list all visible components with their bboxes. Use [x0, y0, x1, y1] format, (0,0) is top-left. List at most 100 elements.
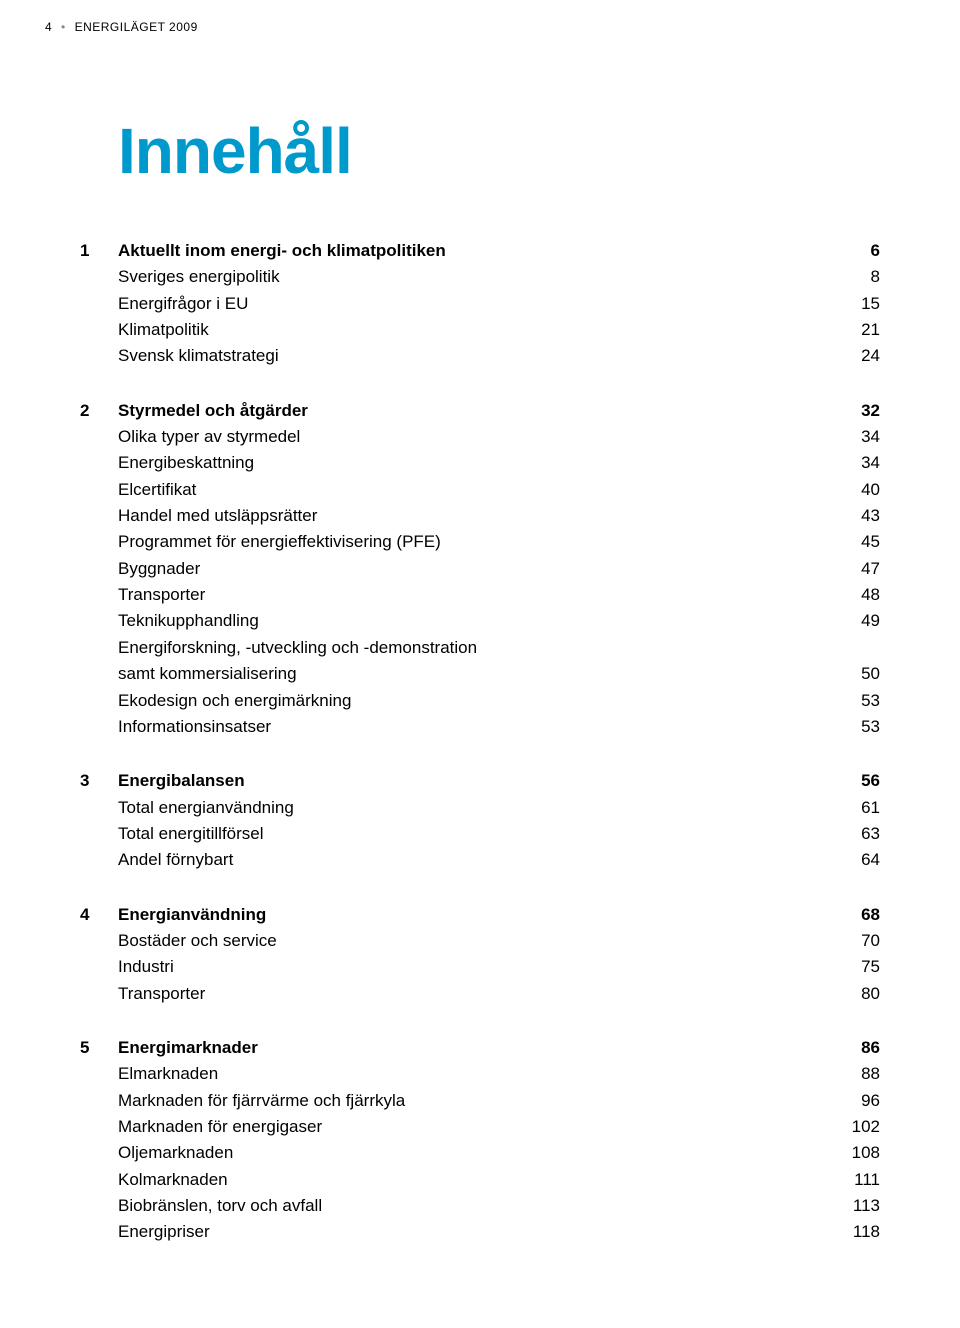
toc-item-row: Marknaden för fjärrvärme och fjärrkyla96 [118, 1088, 880, 1114]
chapter-number: 5 [80, 1035, 89, 1061]
toc-chapter-row: 1Aktuellt inom energi- och klimatpolitik… [118, 238, 880, 264]
chapter-title: Styrmedel och åtgärder [118, 398, 830, 424]
toc-item-label: Kolmarknaden [118, 1167, 830, 1193]
chapter-number: 4 [80, 902, 89, 928]
header-title: ENERGILÄGET 2009 [75, 20, 198, 34]
toc-item-label: Elcertifikat [118, 477, 830, 503]
toc-section: 2Styrmedel och åtgärder32Olika typer av … [118, 398, 880, 740]
toc-item-label: Bostäder och service [118, 928, 830, 954]
chapter-number: 1 [80, 238, 89, 264]
toc-item-row-cont: samt kommersialisering50 [118, 661, 880, 687]
toc-chapter-row: 2Styrmedel och åtgärder32 [118, 398, 880, 424]
toc-item-row: Energiforskning, -utveckling och -demons… [118, 635, 880, 661]
header-bullet: • [61, 20, 66, 34]
toc-item-row: Kolmarknaden111 [118, 1167, 880, 1193]
toc-item-page: 53 [830, 714, 880, 740]
toc-item-row: Industri75 [118, 954, 880, 980]
toc-item-page: 108 [830, 1140, 880, 1166]
toc-item-page: 47 [830, 556, 880, 582]
toc-item-page: 118 [830, 1219, 880, 1245]
toc-item-label: Klimatpolitik [118, 317, 830, 343]
chapter-title: Energibalansen [118, 768, 830, 794]
toc-chapter-row: 4Energianvändning68 [118, 902, 880, 928]
toc-item-label: Marknaden för fjärrvärme och fjärrkyla [118, 1088, 830, 1114]
toc-item-row: Energibeskattning34 [118, 450, 880, 476]
toc-item-row: Energifrågor i EU15 [118, 291, 880, 317]
toc-item-label: Marknaden för energigaser [118, 1114, 830, 1140]
toc-item-page: 48 [830, 582, 880, 608]
toc-item-label: Olika typer av styrmedel [118, 424, 830, 450]
toc-item-page: 80 [830, 981, 880, 1007]
chapter-title: Energianvändning [118, 902, 830, 928]
toc-section: 4Energianvändning68Bostäder och service7… [118, 902, 880, 1007]
toc-item-page: 24 [830, 343, 880, 369]
toc-item-row: Elcertifikat40 [118, 477, 880, 503]
toc-item-row: Olika typer av styrmedel34 [118, 424, 880, 450]
chapter-page: 56 [830, 768, 880, 794]
toc-item-row: Svensk klimatstrategi24 [118, 343, 880, 369]
toc-item-row: Ekodesign och energimärkning53 [118, 688, 880, 714]
toc-item-label: Andel förnybart [118, 847, 830, 873]
toc-item-row: Marknaden för energigaser102 [118, 1114, 880, 1140]
toc-item-page: 111 [830, 1167, 880, 1193]
chapter-page: 68 [830, 902, 880, 928]
toc-item-page: 50 [830, 661, 880, 687]
toc-item-label: Energiforskning, -utveckling och -demons… [118, 635, 830, 661]
toc-item-label: Svensk klimatstrategi [118, 343, 830, 369]
toc-item-page: 34 [830, 450, 880, 476]
toc-item-label: Transporter [118, 981, 830, 1007]
chapter-title: Energimarknader [118, 1035, 830, 1061]
toc-item-page: 61 [830, 795, 880, 821]
toc-item-row: Transporter80 [118, 981, 880, 1007]
toc-item-label: Energipriser [118, 1219, 830, 1245]
toc-item-label: Informationsinsatser [118, 714, 830, 740]
toc-item-row: Informationsinsatser53 [118, 714, 880, 740]
toc-item-label: Byggnader [118, 556, 830, 582]
toc-item-label-cont: samt kommersialisering [118, 661, 830, 687]
toc-item-row: Oljemarknaden108 [118, 1140, 880, 1166]
toc-item-label: Oljemarknaden [118, 1140, 830, 1166]
running-header: 4 • ENERGILÄGET 2009 [45, 20, 880, 34]
toc-item-label: Ekodesign och energimärkning [118, 688, 830, 714]
chapter-title: Aktuellt inom energi- och klimatpolitike… [118, 238, 830, 264]
toc-item-row: Andel förnybart64 [118, 847, 880, 873]
toc-item-page: 8 [830, 264, 880, 290]
toc-section: 1Aktuellt inom energi- och klimatpolitik… [118, 238, 880, 370]
toc-item-page: 43 [830, 503, 880, 529]
toc-item-page: 70 [830, 928, 880, 954]
toc-item-page: 34 [830, 424, 880, 450]
toc-item-label: Elmarknaden [118, 1061, 830, 1087]
toc-item-page: 64 [830, 847, 880, 873]
toc-item-row: Sveriges energipolitik8 [118, 264, 880, 290]
toc-item-row: Teknikupphandling49 [118, 608, 880, 634]
toc-item-label: Sveriges energipolitik [118, 264, 830, 290]
toc-item-page: 15 [830, 291, 880, 317]
chapter-page: 6 [830, 238, 880, 264]
toc-item-row: Biobränslen, torv och avfall113 [118, 1193, 880, 1219]
toc-item-label: Industri [118, 954, 830, 980]
toc-item-label: Teknikupphandling [118, 608, 830, 634]
chapter-page: 32 [830, 398, 880, 424]
toc-item-label: Energifrågor i EU [118, 291, 830, 317]
toc-chapter-row: 5Energimarknader86 [118, 1035, 880, 1061]
toc-item-row: Transporter48 [118, 582, 880, 608]
toc-item-row: Energipriser118 [118, 1219, 880, 1245]
toc-item-page: 88 [830, 1061, 880, 1087]
toc-item-row: Total energitillförsel63 [118, 821, 880, 847]
toc-item-row: Programmet för energieffektivisering (PF… [118, 529, 880, 555]
toc-item-page: 102 [830, 1114, 880, 1140]
toc-item-page: 96 [830, 1088, 880, 1114]
page-title: Innehåll [118, 114, 880, 188]
toc-item-label: Handel med utsläppsrätter [118, 503, 830, 529]
chapter-number: 2 [80, 398, 89, 424]
header-page: 4 [45, 20, 52, 34]
toc-item-row: Total energianvändning61 [118, 795, 880, 821]
toc-item-page: 53 [830, 688, 880, 714]
toc-item-page: 21 [830, 317, 880, 343]
toc-section: 5Energimarknader86Elmarknaden88Marknaden… [118, 1035, 880, 1246]
toc-item-row: Elmarknaden88 [118, 1061, 880, 1087]
toc-section: 3Energibalansen56Total energianvändning6… [118, 768, 880, 873]
toc-item-row: Byggnader47 [118, 556, 880, 582]
toc-item-page: 49 [830, 608, 880, 634]
toc-item-page: 75 [830, 954, 880, 980]
